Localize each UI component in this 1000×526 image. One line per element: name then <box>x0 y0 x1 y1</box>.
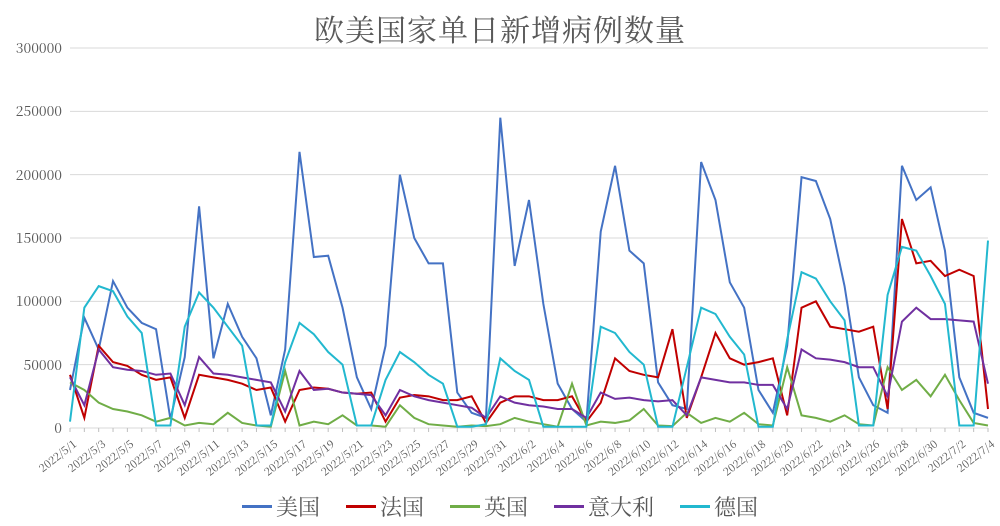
y-axis-label: 200000 <box>0 165 62 185</box>
x-axis-label: 2022/5/21 <box>317 436 366 479</box>
legend-label: 意大利 <box>588 491 654 522</box>
x-axis-label: 2022/6/20 <box>748 436 797 479</box>
x-axis-label: 2022/5/19 <box>289 436 338 479</box>
legend-item: 英国 <box>450 491 528 522</box>
x-axis-label: 2022/6/16 <box>690 436 739 479</box>
x-axis-label: 2022/6/14 <box>662 436 711 479</box>
x-axis-label: 2022/6/2 <box>494 436 539 476</box>
legend-swatch <box>242 505 272 508</box>
y-axis-label: 150000 <box>0 228 62 248</box>
x-axis-label: 2022/6/28 <box>862 436 911 479</box>
legend-label: 英国 <box>484 491 528 522</box>
x-axis-label: 2022/5/27 <box>403 436 452 479</box>
legend-label: 德国 <box>714 491 758 522</box>
y-axis-label: 250000 <box>0 101 62 121</box>
plot-area <box>70 48 988 428</box>
x-axis-label: 2022/7/4 <box>953 436 998 476</box>
x-axis-label: 2022/5/31 <box>461 436 510 479</box>
x-axis-label: 2022/5/7 <box>121 436 166 476</box>
legend-label: 美国 <box>276 491 320 522</box>
x-axis-label: 2022/6/4 <box>523 436 568 476</box>
x-axis-label: 2022/6/18 <box>719 436 768 479</box>
legend-item: 美国 <box>242 491 320 522</box>
legend-item: 法国 <box>346 491 424 522</box>
chart-title: 欧美国家单日新增病例数量 <box>0 6 1000 50</box>
x-axis-label: 2022/5/11 <box>174 436 223 479</box>
y-axis-label: 100000 <box>0 291 62 311</box>
x-axis-label: 2022/5/13 <box>203 436 252 479</box>
y-axis-label: 300000 <box>0 38 62 58</box>
y-axis-labels: 050000100000150000200000250000300000 <box>0 48 66 428</box>
x-axis-label: 2022/6/8 <box>580 436 625 476</box>
x-axis-label: 2022/6/10 <box>604 436 653 479</box>
plot-svg <box>70 48 988 428</box>
legend-swatch <box>450 505 480 508</box>
legend-item: 意大利 <box>554 491 654 522</box>
x-axis-label: 2022/5/15 <box>231 436 280 479</box>
x-axis-label: 2022/6/30 <box>891 436 940 479</box>
x-axis-label: 2022/5/3 <box>64 436 109 476</box>
x-axis-label: 2022/5/29 <box>432 436 481 479</box>
x-axis-label: 2022/5/5 <box>93 436 138 476</box>
legend-swatch <box>680 505 710 508</box>
x-axis-label: 2022/5/9 <box>150 436 195 476</box>
x-axis-label: 2022/5/23 <box>346 436 395 479</box>
y-axis-label: 0 <box>0 418 62 438</box>
legend: 美国 法国 英国 意大利 德国 <box>0 491 1000 522</box>
x-axis-label: 2022/6/26 <box>834 436 883 479</box>
series-line <box>70 241 988 427</box>
x-axis-label: 2022/5/17 <box>260 436 309 479</box>
x-axis-label: 2022/5/25 <box>375 436 424 479</box>
y-axis-label: 50000 <box>0 355 62 375</box>
legend-label: 法国 <box>380 491 424 522</box>
x-axis-label: 2022/7/2 <box>925 436 970 476</box>
legend-swatch <box>346 505 376 508</box>
x-axis-label: 2022/6/24 <box>805 436 854 479</box>
x-axis-label: 2022/6/22 <box>776 436 825 479</box>
x-axis-label: 2022/5/1 <box>35 436 80 476</box>
x-axis-label: 2022/6/6 <box>552 436 597 476</box>
legend-swatch <box>554 505 584 508</box>
legend-item: 德国 <box>680 491 758 522</box>
x-axis-label: 2022/6/12 <box>633 436 682 479</box>
x-axis-labels: 2022/5/12022/5/32022/5/52022/5/72022/5/9… <box>70 430 988 492</box>
line-chart: 欧美国家单日新增病例数量 0 50000 100000 150000 200000 250… <box>0 0 1000 526</box>
